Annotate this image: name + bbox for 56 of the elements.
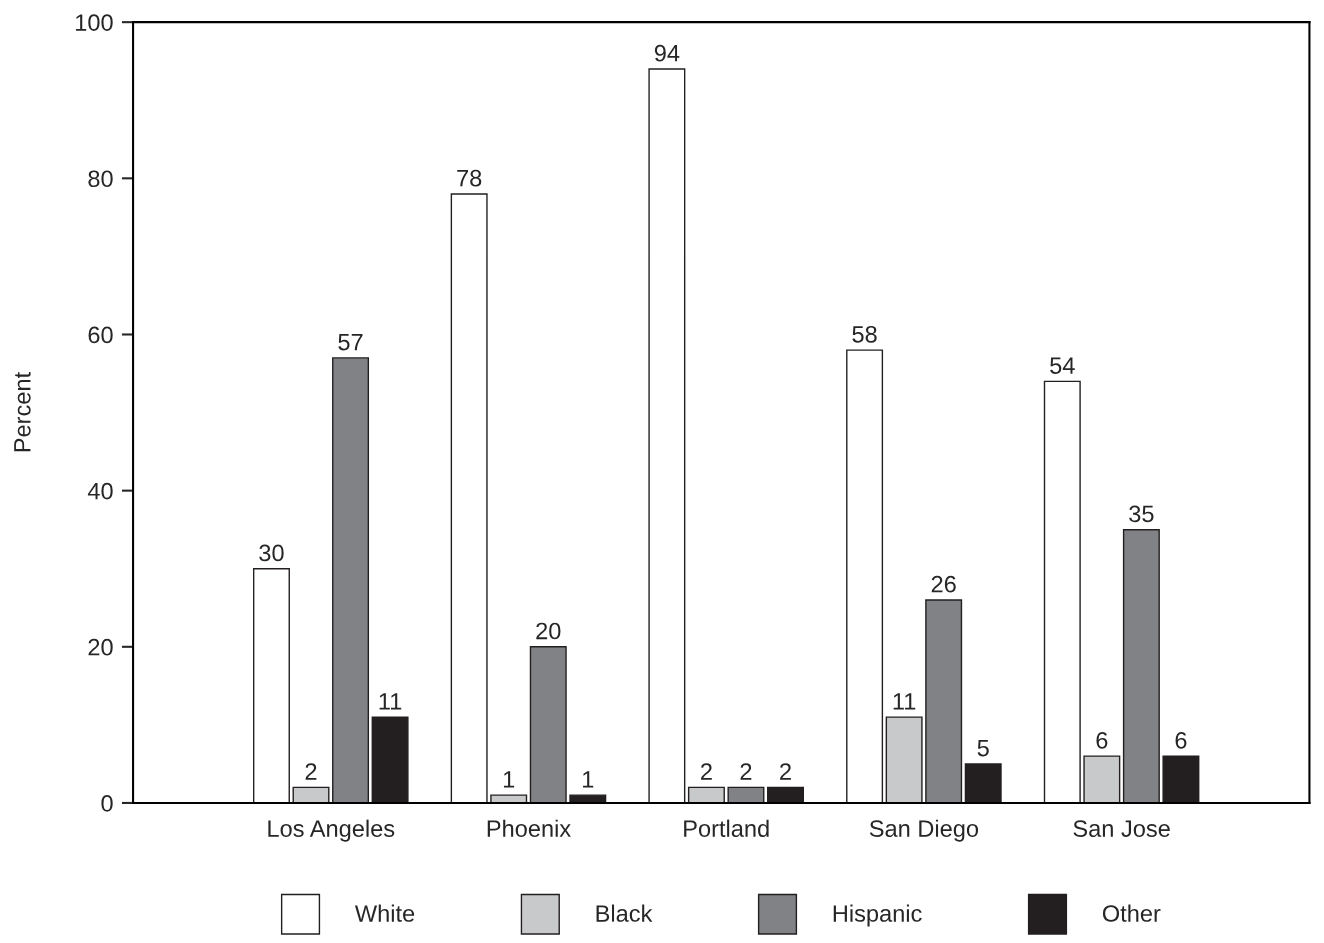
- y-tick-label: 100: [76, 14, 113, 31]
- data-label: 35: [1129, 505, 1154, 523]
- data-label: 1: [583, 771, 594, 788]
- bar: [490, 794, 528, 803]
- data-label: 1: [503, 771, 515, 788]
- data-label: 6: [1096, 731, 1108, 749]
- x-tick-label: San Jose: [1073, 820, 1170, 837]
- bar: [648, 68, 686, 803]
- data-label: 2: [305, 763, 317, 780]
- y-tick-label: 0: [101, 795, 113, 812]
- data-label: 11: [379, 693, 402, 710]
- data-label: 58: [852, 325, 877, 343]
- bar: [1162, 755, 1200, 803]
- y-axis-title: Percent: [14, 372, 31, 452]
- bar: [846, 349, 884, 803]
- bar: [767, 786, 804, 803]
- bar: [292, 786, 330, 803]
- y-tick-label: 60: [88, 326, 113, 344]
- data-label: 2: [701, 763, 712, 780]
- bar: [885, 716, 923, 803]
- bar: [450, 193, 488, 803]
- bar: [1122, 528, 1160, 803]
- x-tick-label: Portland: [684, 819, 769, 837]
- data-label: 11: [893, 693, 916, 710]
- bar: [727, 786, 765, 803]
- data-label: 78: [457, 169, 482, 187]
- data-label: 57: [338, 333, 363, 351]
- legend-label: White: [354, 904, 415, 922]
- bar: [569, 794, 607, 803]
- data-label: 5: [977, 740, 989, 757]
- x-tick-label: Phoenix: [487, 819, 571, 837]
- data-label: 54: [1050, 357, 1075, 374]
- data-label: 26: [931, 575, 956, 593]
- bar: [925, 599, 963, 803]
- bar: [252, 568, 290, 803]
- data-label: 20: [536, 622, 561, 640]
- data-label: 2: [740, 763, 752, 780]
- bar: [371, 716, 409, 803]
- legend-label: Hispanic: [833, 904, 922, 927]
- bar: [964, 763, 1002, 803]
- y-tick-label: 80: [88, 170, 113, 188]
- legend-label: Other: [1102, 904, 1161, 922]
- x-tick-label: San Diego: [869, 819, 979, 842]
- legend-label: Black: [596, 904, 653, 922]
- bar: [332, 357, 370, 803]
- y-tick-label: 20: [88, 638, 113, 656]
- bar: [687, 786, 725, 803]
- data-label: 2: [780, 763, 791, 780]
- bar: [1083, 755, 1121, 803]
- bar: [1043, 380, 1081, 803]
- y-tick-label: 40: [87, 482, 113, 500]
- bar: [529, 646, 567, 803]
- data-label: 94: [654, 44, 680, 62]
- data-label: 6: [1175, 731, 1187, 749]
- x-tick-label: Los Angeles: [268, 819, 395, 842]
- data-label: 30: [259, 544, 284, 562]
